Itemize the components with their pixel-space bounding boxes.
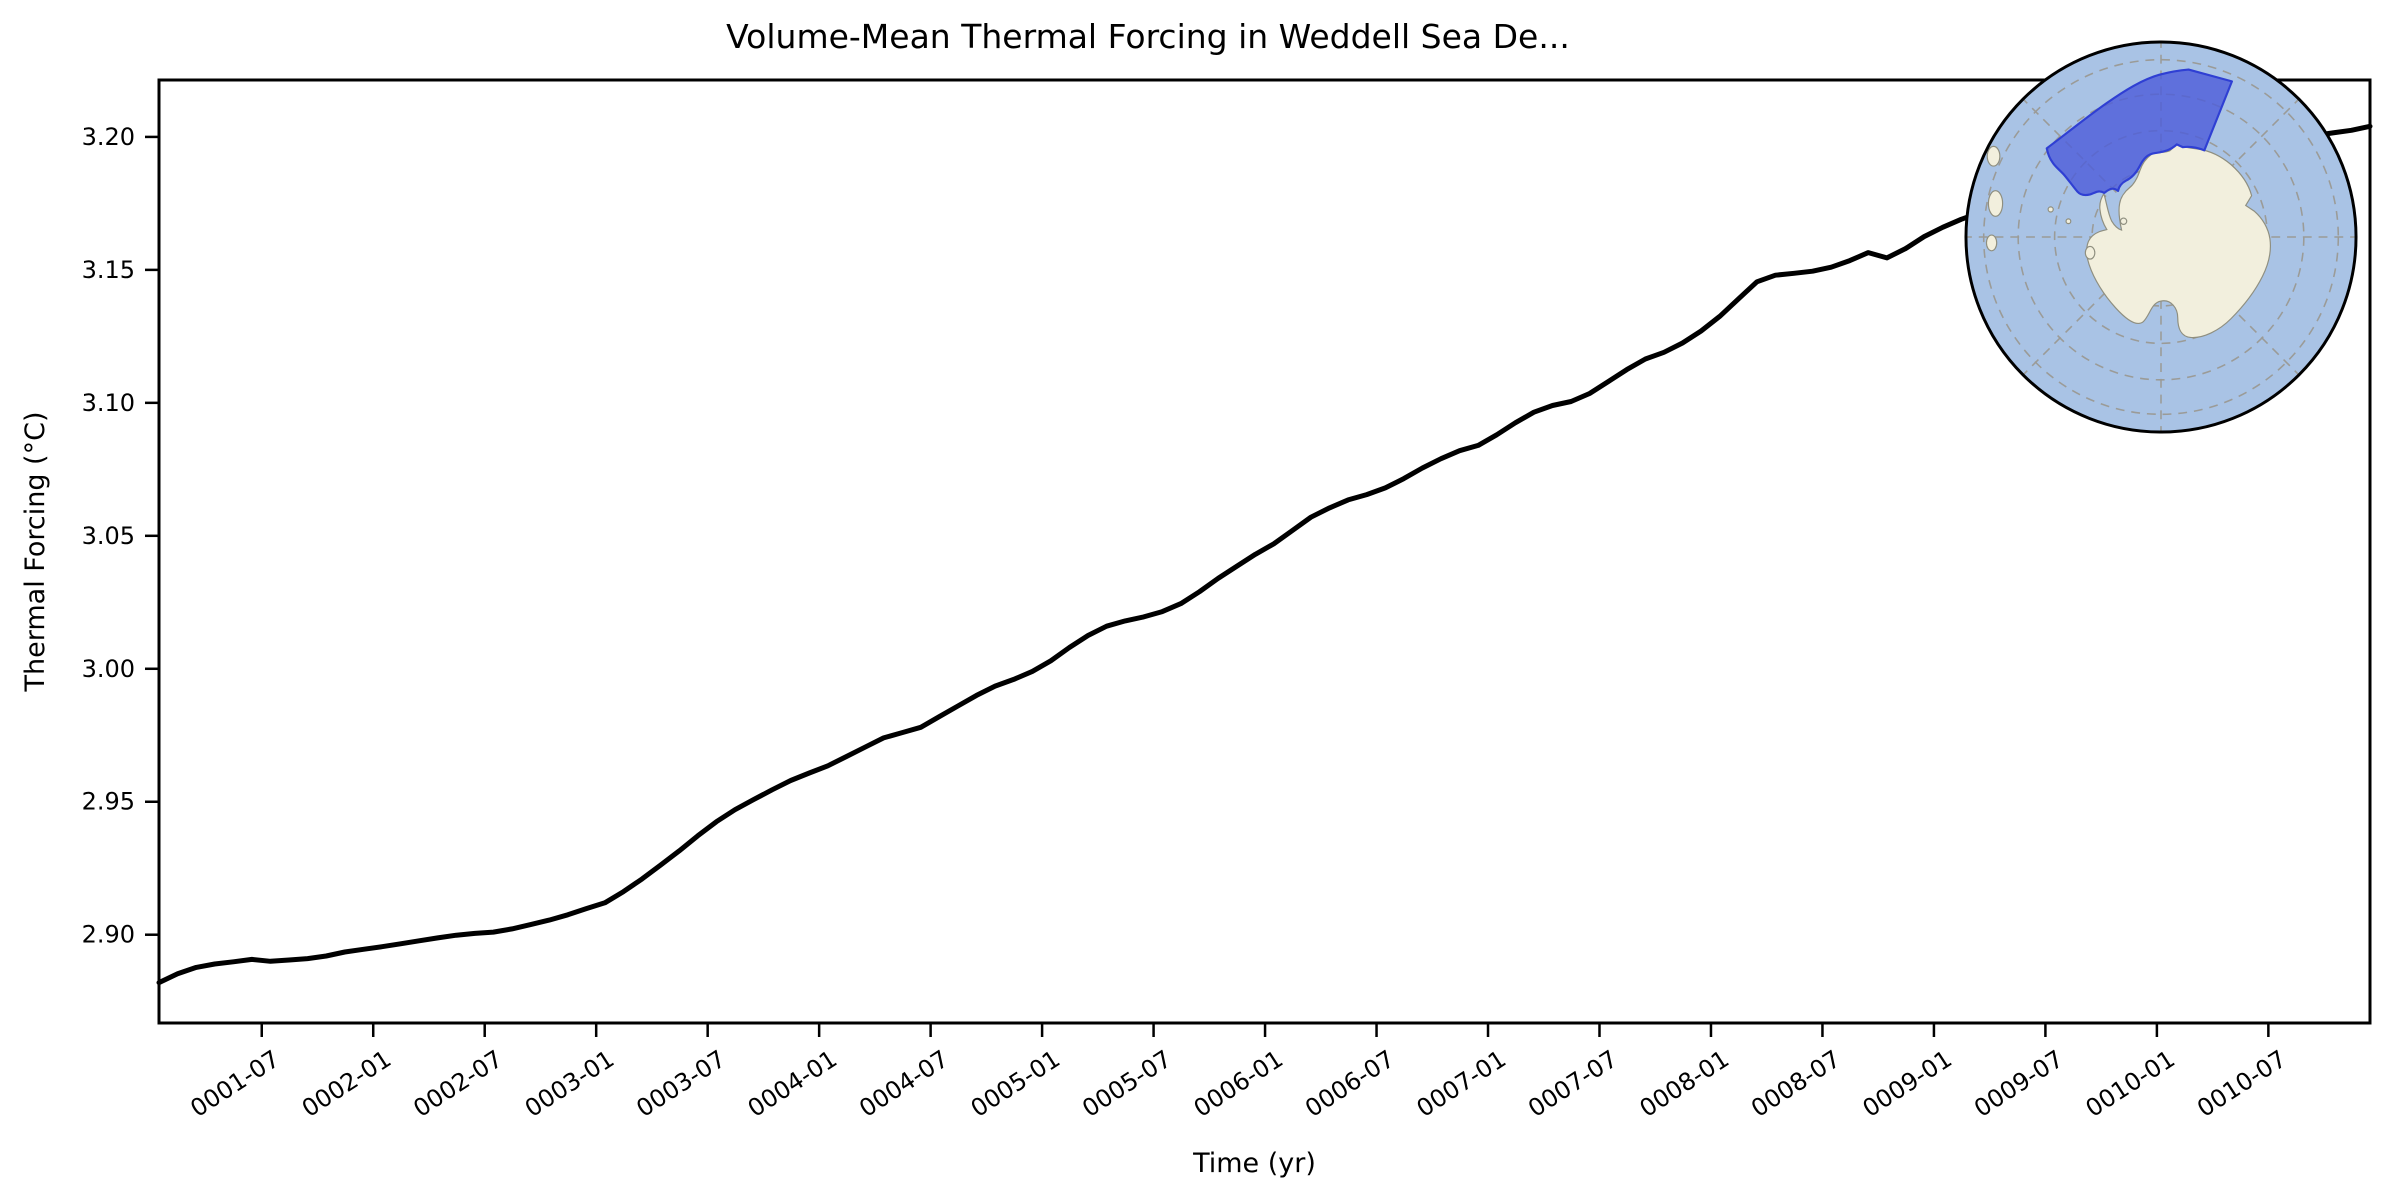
x-tick-label: 0004-01 xyxy=(743,1045,842,1123)
x-tick-label: 0006-07 xyxy=(1300,1045,1399,1123)
island xyxy=(1987,190,2004,217)
y-tick-label: 2.95 xyxy=(82,788,135,816)
x-tick-label: 0002-01 xyxy=(297,1045,396,1123)
x-tick-label: 0002-07 xyxy=(408,1045,507,1123)
antarctica-continent xyxy=(2086,143,2271,339)
island xyxy=(1985,234,1998,252)
x-tick-label: 0008-01 xyxy=(1635,1045,1734,1123)
x-tick-label: 0005-07 xyxy=(1077,1045,1176,1123)
island xyxy=(2084,245,2096,260)
x-tick-label: 0009-01 xyxy=(1858,1045,1957,1123)
y-tick-label: 2.90 xyxy=(82,921,135,949)
y-axis-label: Thermal Forcing (°C) xyxy=(20,412,51,693)
x-tick-label: 0003-07 xyxy=(631,1045,730,1123)
chart-title: Volume-Mean Thermal Forcing in Weddell S… xyxy=(726,17,1570,56)
island xyxy=(2065,218,2072,225)
x-tick-label: 0006-01 xyxy=(1189,1045,1288,1123)
y-tick-label: 3.15 xyxy=(82,256,135,284)
island xyxy=(2119,217,2128,225)
x-tick-label: 0008-07 xyxy=(1746,1045,1845,1123)
x-tick-label: 0009-07 xyxy=(1969,1045,2068,1123)
y-tick-label: 3.05 xyxy=(82,522,135,550)
x-tick-label: 0010-07 xyxy=(2192,1045,2291,1123)
x-tick-label: 0005-01 xyxy=(966,1045,1065,1123)
map-border-circle xyxy=(1964,40,2358,434)
island xyxy=(2047,206,2054,213)
y-tick-label: 3.00 xyxy=(82,655,135,683)
y-tick-label: 3.10 xyxy=(82,389,135,417)
x-tick-label: 0007-01 xyxy=(1412,1045,1511,1123)
x-tick-label: 0001-07 xyxy=(185,1045,284,1123)
x-axis-label: Time (yr) xyxy=(1192,1148,1316,1179)
x-tick-label: 0007-07 xyxy=(1523,1045,1622,1123)
x-tick-label: 0003-01 xyxy=(520,1045,619,1123)
x-tick-label: 0010-01 xyxy=(2081,1045,2180,1123)
y-tick-label: 3.20 xyxy=(82,123,135,151)
island xyxy=(1986,145,2001,167)
antarctica-landmass xyxy=(1985,143,2271,339)
weddell-sea-region-highlight xyxy=(2045,68,2234,197)
x-tick-label: 0004-07 xyxy=(854,1045,953,1123)
antarctica-inset-map xyxy=(1964,40,2358,434)
